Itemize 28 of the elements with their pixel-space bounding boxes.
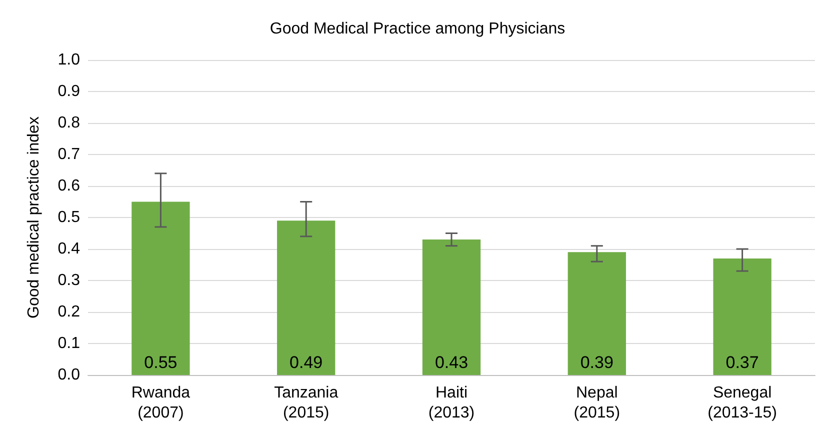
x-tick-label: Senegal (2013-15)	[708, 384, 777, 422]
y-tick-label: 0.3	[58, 272, 80, 289]
bar	[132, 202, 190, 375]
y-tick-label: 0.6	[58, 178, 80, 194]
chart-title: Good Medical Practice among Physicians	[270, 20, 566, 38]
y-tick-label: 0.2	[58, 304, 80, 320]
y-tick-label: 0.0	[58, 366, 80, 384]
bar	[422, 240, 481, 375]
data-label: 0.37	[726, 353, 759, 372]
y-tick-label: 1.0	[58, 52, 80, 68]
data-label: 0.39	[580, 353, 614, 372]
y-tick-label: 0.1	[58, 335, 80, 352]
data-label: 0.49	[290, 353, 323, 372]
y-axis-title: Good medical practice index	[26, 116, 42, 318]
x-tick-label: Rwanda (2007)	[131, 384, 190, 422]
y-tick-label: 0.9	[58, 83, 80, 100]
y-tick-label: 0.8	[58, 114, 80, 132]
data-label: 0.55	[144, 353, 178, 372]
bar	[277, 220, 336, 375]
y-tick-label: 0.5	[58, 209, 80, 226]
x-tick-label: Tanzania (2015)	[274, 384, 338, 422]
bar	[713, 258, 772, 375]
bar	[568, 252, 626, 375]
x-tick-label: Nepal (2015)	[574, 384, 620, 422]
y-tick-label: 0.7	[58, 146, 80, 163]
data-label: 0.43	[434, 353, 468, 372]
x-tick-label: Haiti (2013)	[428, 384, 475, 422]
y-tick-label: 0.4	[58, 240, 80, 258]
